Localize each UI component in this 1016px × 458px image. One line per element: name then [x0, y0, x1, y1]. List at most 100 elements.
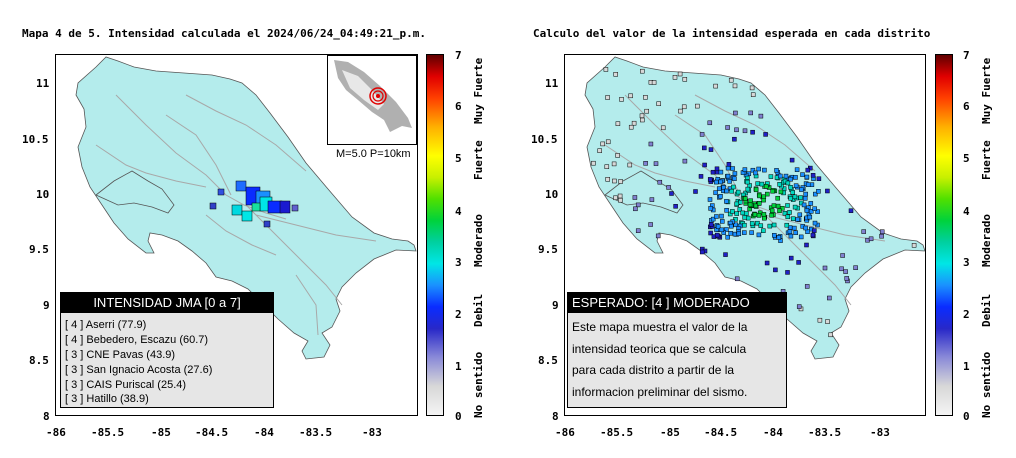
district-marker [604, 164, 610, 169]
district-marker [755, 181, 760, 186]
district-marker [742, 215, 747, 220]
district-marker [724, 227, 729, 232]
left-y-tick: 10.5 [22, 133, 49, 146]
district-marker [597, 148, 602, 153]
district-marker [816, 176, 822, 181]
district-marker [805, 182, 811, 187]
district-marker [787, 229, 793, 234]
district-marker [756, 166, 761, 172]
district-marker [707, 197, 713, 202]
district-marker [804, 284, 810, 289]
district-marker [666, 185, 671, 190]
district-marker [853, 265, 858, 270]
district-marker [678, 108, 683, 114]
left-x-tick: -85.5 [91, 426, 125, 439]
district-marker [718, 169, 724, 175]
district-marker [792, 225, 797, 231]
district-marker [672, 75, 678, 80]
left-y-tick: 10 [36, 188, 50, 201]
district-marker [643, 95, 648, 100]
district-marker [771, 203, 777, 208]
district-marker [812, 228, 817, 233]
district-marker [809, 182, 815, 187]
district-marker [763, 184, 769, 189]
district-marker [840, 253, 845, 258]
district-marker [785, 180, 791, 186]
district-marker [788, 176, 793, 182]
district-marker [793, 183, 799, 188]
district-marker [765, 191, 770, 197]
district-marker [750, 167, 756, 173]
district-marker [828, 332, 833, 338]
district-marker [730, 209, 735, 214]
left-colorbar-label: Fuerte [472, 140, 485, 180]
district-marker [761, 194, 767, 199]
district-marker [718, 179, 723, 185]
district-marker [777, 182, 782, 187]
right-colorbar-number: 7 [963, 49, 970, 62]
district-marker [805, 167, 811, 173]
right-y-tick: 9.5 [538, 243, 558, 256]
right-y-tick: 10.5 [531, 133, 558, 146]
district-marker [747, 202, 753, 208]
left-x-tick: -84 [254, 426, 274, 439]
district-marker [804, 208, 810, 213]
district-marker [768, 174, 774, 179]
district-marker [628, 93, 633, 99]
left-colorbar-number: 2 [455, 308, 462, 321]
district-marker [753, 203, 759, 209]
left-map-canvas [75, 56, 417, 360]
district-marker [653, 161, 659, 166]
legend-station: [ 3 ] Hatillo (38.9) [65, 393, 149, 405]
district-marker [719, 213, 724, 219]
district-marker [778, 173, 783, 179]
left-y-tick: 9 [43, 299, 50, 312]
district-marker [725, 173, 731, 179]
district-marker [785, 214, 791, 220]
right-colorbar-label: Muy Fuerte [980, 57, 993, 124]
right-x-tick: -84 [763, 426, 783, 439]
left-x-tick: -83 [362, 426, 382, 439]
left-colorbar-number: 6 [455, 100, 462, 113]
legend-station: [ 3 ] CNE Pavas (43.9) [65, 349, 176, 361]
district-marker [808, 201, 814, 206]
district-marker [790, 190, 795, 195]
district-marker [795, 217, 800, 222]
district-marker [731, 184, 736, 190]
district-marker [800, 172, 805, 177]
left-colorbar-number: 7 [455, 49, 462, 62]
district-marker [600, 141, 605, 147]
district-marker [773, 267, 778, 273]
district-marker [817, 317, 823, 323]
district-marker [750, 129, 755, 135]
district-marker [793, 230, 798, 235]
district-marker [742, 167, 748, 172]
district-marker [758, 223, 764, 228]
district-markers [591, 67, 917, 338]
district-marker [804, 174, 810, 180]
district-marker [805, 229, 810, 234]
district-marker [808, 209, 814, 214]
district-marker [784, 222, 790, 228]
road-network [95, 94, 377, 336]
district-marker [775, 203, 781, 209]
district-marker [789, 157, 795, 163]
district-marker [822, 265, 828, 271]
district-marker [648, 222, 653, 227]
district-marker [775, 195, 780, 201]
left-colorbar-label: Muy Fuerte [472, 57, 485, 124]
district-marker [710, 169, 716, 175]
right-colorbar-number: 4 [963, 205, 970, 218]
district-marker [769, 213, 774, 218]
district-marker [753, 187, 759, 193]
district-marker [715, 224, 721, 229]
right-x-tick: -83.5 [808, 426, 842, 439]
district-marker [742, 230, 747, 235]
district-marker [708, 206, 713, 211]
district-marker [879, 229, 885, 234]
district-marker [799, 187, 804, 192]
district-marker [737, 207, 743, 212]
district-marker [619, 97, 624, 102]
district-marker [815, 209, 820, 214]
district-marker [669, 191, 674, 196]
